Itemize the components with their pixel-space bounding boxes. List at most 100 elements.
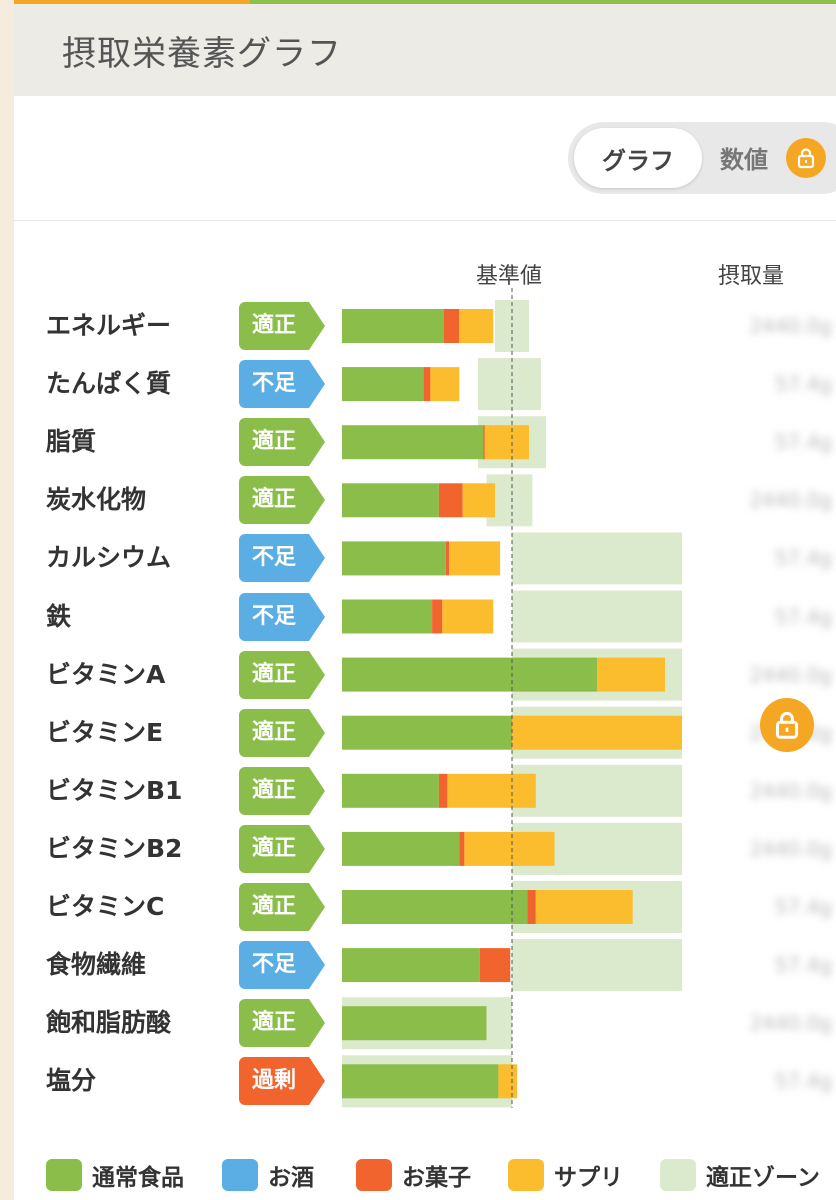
bar-segment	[342, 1006, 487, 1041]
bar-segment	[438, 773, 448, 808]
bar-segment	[438, 483, 463, 518]
nutrient-label: エネルギー	[46, 311, 172, 340]
bar-segment	[342, 309, 444, 343]
bar-segment	[449, 541, 501, 576]
baseline-column-header: 基準値	[476, 264, 543, 289]
intake-value: 57.4g	[774, 546, 832, 571]
nutrient-label: 食物繊維	[46, 950, 147, 980]
nutrient-label: 塩分	[46, 1066, 97, 1096]
graph-tab[interactable]: グラフ	[574, 128, 702, 188]
legend-item: お酒	[222, 1158, 314, 1192]
ok-zone	[478, 358, 541, 411]
legend-swatch	[222, 1159, 258, 1191]
status-badge: 適正	[239, 708, 325, 757]
status-badge: 適正	[239, 418, 325, 467]
nutrient-label: ビタミンA	[46, 659, 166, 689]
bar-segment	[442, 599, 494, 634]
bar-segment	[432, 599, 443, 634]
nutrient-label: 鉄	[46, 601, 72, 631]
status-badge: 不足	[239, 534, 325, 583]
nutrient-label: カルシウム	[46, 543, 172, 573]
nutrient-label: ビタミンB2	[46, 833, 183, 863]
left-rail	[0, 0, 14, 1200]
nutrient-label: 飽和脂肪酸	[46, 1008, 172, 1038]
page-header: 摂取栄養素グラフ	[14, 4, 836, 96]
bar-segment	[342, 715, 512, 750]
ok-zone	[512, 764, 682, 817]
lock-icon-large[interactable]	[760, 698, 814, 752]
legend-item: お菓子	[356, 1158, 471, 1192]
intake-value: 57.4g	[774, 604, 832, 629]
nutrient-label: 炭水化物	[46, 485, 147, 515]
bar-segment	[462, 483, 495, 518]
page-title: 摂取栄養素グラフ	[62, 34, 342, 74]
legend-swatch	[356, 1159, 392, 1191]
legend-swatch	[660, 1159, 696, 1191]
bar-segment	[342, 599, 433, 634]
status-badge: 適正	[239, 302, 325, 350]
bar-segment	[597, 657, 665, 692]
bar-segment	[498, 1064, 518, 1099]
status-badge: 不足	[239, 592, 325, 641]
bar-segment	[479, 948, 511, 983]
bar-segment	[447, 773, 536, 808]
legend-swatch	[46, 1159, 82, 1191]
bar-segment	[342, 948, 480, 983]
ok-zone	[512, 939, 682, 992]
legend-label: サプリ	[554, 1165, 623, 1191]
bar-segment	[483, 425, 485, 460]
bar-segment	[342, 773, 439, 808]
ok-zone	[512, 532, 682, 585]
bar-segment	[459, 831, 465, 866]
intake-value: 57.4g	[774, 372, 832, 397]
bar-segment	[423, 367, 431, 402]
intake-value: 2440.0g	[749, 314, 832, 338]
status-badge: 不足	[239, 360, 325, 409]
bar-segment	[527, 890, 536, 924]
bar-segment	[464, 831, 555, 866]
top-accent-strip	[0, 0, 836, 4]
bar-segment	[342, 890, 528, 924]
intake-value: 2440.0g	[749, 778, 832, 803]
legend-label: お菓子	[402, 1165, 471, 1191]
legend-swatch	[508, 1159, 544, 1191]
legend-item: サプリ	[508, 1158, 623, 1192]
intake-value: 2440.0g	[749, 662, 832, 687]
status-badge: 適正	[239, 476, 325, 525]
bar-segment	[445, 541, 450, 576]
nutrient-label: ビタミンB1	[46, 775, 183, 805]
bar-segment	[512, 715, 682, 750]
status-badge: 適正	[239, 650, 325, 699]
status-badge: 過剰	[239, 1057, 325, 1106]
legend-item: 通常食品	[46, 1158, 184, 1192]
ok-zone	[512, 590, 682, 643]
value-tab[interactable]: 数値	[720, 146, 768, 174]
status-badge: 適正	[239, 999, 325, 1048]
bar-segment	[444, 309, 460, 343]
bar-segment	[342, 483, 439, 518]
bar-segment	[342, 831, 460, 866]
intake-value: 57.4g	[774, 895, 832, 919]
bar-segment	[342, 1064, 499, 1099]
intake-value: 2440.0g	[749, 488, 832, 513]
status-badge: 適正	[239, 883, 325, 931]
nutrient-label: ビタミンE	[46, 717, 164, 747]
nutrient-label: ビタミンC	[46, 892, 165, 921]
intake-column-header: 摂取量	[718, 264, 785, 289]
intake-value: 2440.0g	[749, 836, 832, 861]
lock-icon[interactable]	[786, 138, 826, 178]
intake-value: 57.4g	[774, 953, 832, 978]
nutrient-label: たんぱく質	[46, 369, 172, 399]
view-toggle[interactable]: グラフ 数値	[568, 122, 836, 194]
status-badge: 適正	[239, 766, 325, 815]
status-badge: 不足	[239, 941, 325, 990]
legend-label: 通常食品	[92, 1165, 184, 1191]
bar-segment	[484, 425, 529, 460]
bar-segment	[342, 657, 597, 692]
bar-segment	[342, 541, 446, 576]
legend-label: 適正ゾーン	[706, 1165, 820, 1191]
bar-segment	[342, 367, 424, 402]
intake-value: 2440.0g	[749, 1011, 832, 1036]
